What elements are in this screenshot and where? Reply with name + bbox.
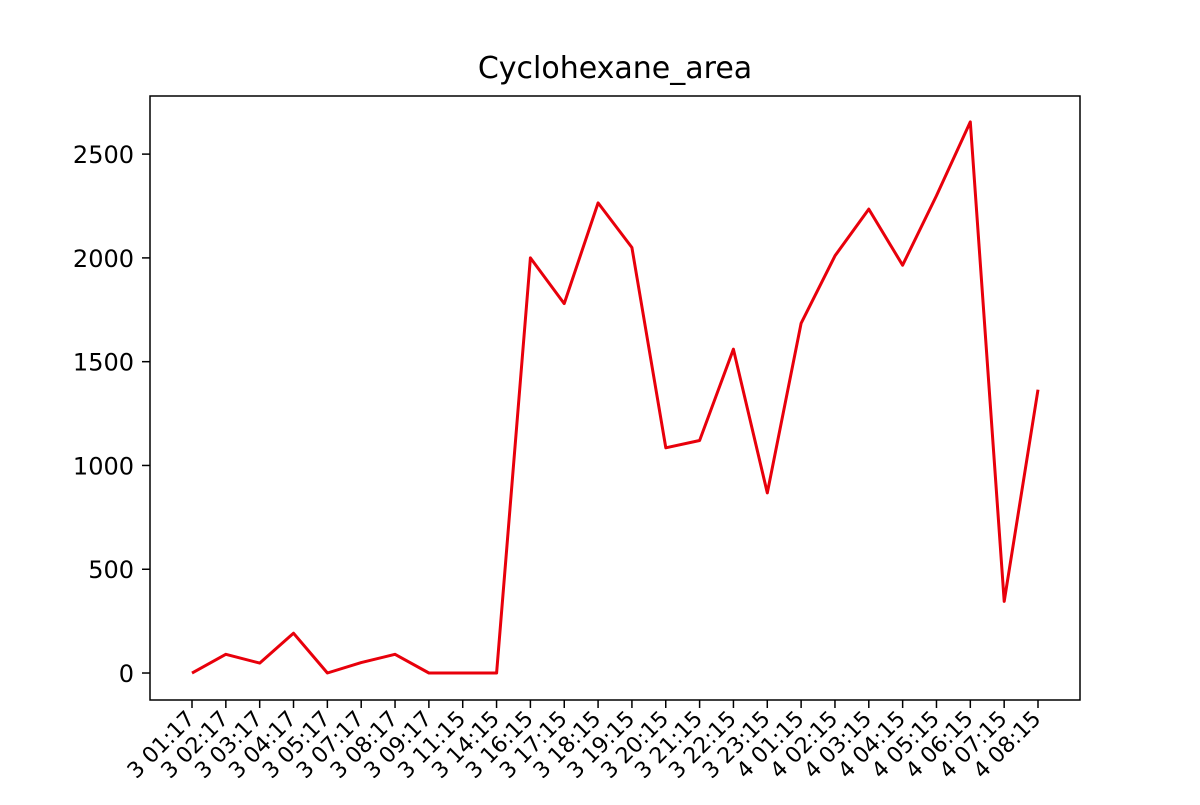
y-tick-label: 500 <box>88 556 134 584</box>
y-tick-label: 2000 <box>73 245 134 273</box>
y-tick-label: 2500 <box>73 141 134 169</box>
series-line <box>192 122 1038 673</box>
series-layer <box>192 122 1038 673</box>
y-tick-label: 0 <box>119 660 134 688</box>
y-tick-label: 1500 <box>73 349 134 377</box>
y-tick-label: 1000 <box>73 452 134 480</box>
chart-title: Cyclohexane_area <box>478 51 752 86</box>
